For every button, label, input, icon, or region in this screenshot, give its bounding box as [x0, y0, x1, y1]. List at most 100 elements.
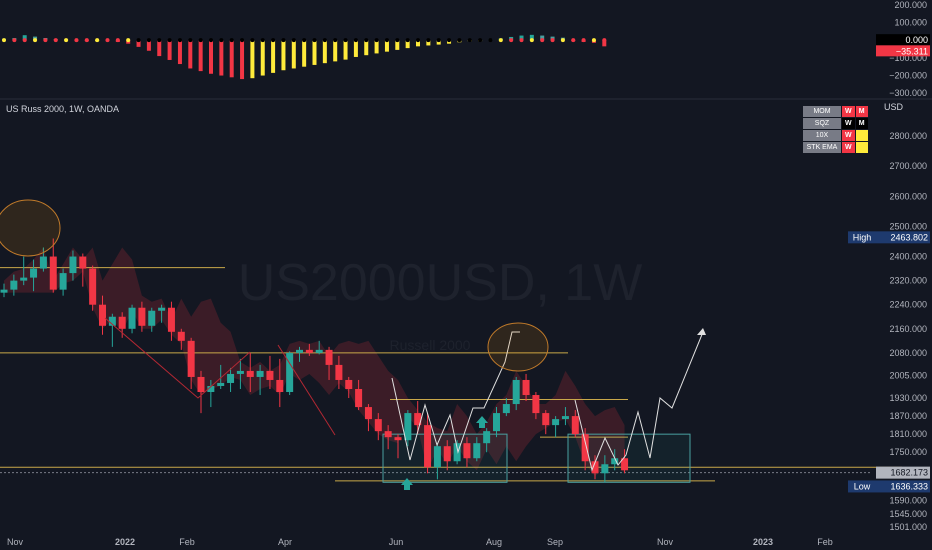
momentum-bar — [260, 40, 265, 76]
candle-body — [266, 370, 274, 380]
watermark-symbol: US2000USD, 1W — [238, 254, 643, 312]
momentum-bar — [426, 40, 431, 46]
candle-body — [10, 280, 18, 290]
squeeze-dot — [126, 38, 131, 43]
low-value-bg — [876, 480, 930, 493]
momentum-bar — [302, 40, 307, 67]
candle-body — [581, 434, 589, 462]
indicator-y-tick: −100.000 — [889, 53, 927, 63]
high-value: 2463.802 — [890, 232, 928, 242]
signal-row: MOM W M — [802, 105, 869, 118]
momentum-bar — [281, 40, 286, 71]
signal-cell: W — [841, 117, 856, 130]
x-tick-label: Feb — [179, 537, 195, 547]
momentum-bar — [436, 40, 441, 45]
squeeze-dot — [74, 38, 79, 43]
momentum-bar — [209, 40, 213, 74]
candle-body — [542, 413, 550, 426]
squeeze-dot — [343, 38, 348, 43]
currency-label: USD — [884, 102, 904, 112]
signal-name: 10X — [802, 129, 842, 142]
squeeze-dot — [457, 38, 462, 43]
candle-body — [414, 413, 422, 426]
candle-body — [30, 268, 38, 278]
candle-body — [473, 443, 481, 459]
signal-cell: M — [854, 117, 869, 130]
momentum-bar — [395, 40, 400, 50]
candle-body — [177, 331, 185, 341]
squeeze-dot — [364, 38, 369, 43]
squeeze-dot — [519, 38, 524, 43]
up-arrow-marker — [401, 478, 413, 490]
squeeze-dot — [353, 38, 358, 43]
candle-body — [286, 352, 294, 393]
x-tick-label: Apr — [278, 537, 292, 547]
squeeze-dot — [302, 38, 307, 43]
candle-body — [512, 379, 520, 405]
signal-row: SQZ W M — [802, 117, 869, 130]
candle-body — [522, 379, 530, 396]
candle-body — [49, 256, 57, 290]
x-tick-label: 2023 — [753, 537, 773, 547]
momentum-bar — [405, 40, 410, 49]
candle-body — [335, 364, 343, 380]
squeeze-dot — [281, 38, 286, 43]
squeeze-dot — [167, 38, 172, 43]
highlight-circle — [487, 322, 549, 372]
momentum-bar — [229, 40, 234, 78]
annotation-path — [277, 344, 336, 436]
up-arrow-marker — [476, 416, 488, 428]
projection-path — [574, 331, 704, 472]
momentum-bar — [198, 40, 203, 72]
squeeze-dot — [322, 38, 327, 43]
momentum-bar — [602, 40, 607, 47]
candle-body — [601, 464, 609, 474]
squeeze-dot — [333, 38, 338, 43]
squeeze-dot — [177, 38, 182, 43]
momentum-bar — [364, 40, 369, 56]
signal-name: SQZ — [802, 117, 842, 130]
x-tick-label: Feb — [817, 537, 833, 547]
y-tick-label: 1501.000 — [889, 522, 927, 532]
candle-body — [591, 461, 599, 474]
candle-body — [483, 431, 491, 444]
candle-body — [621, 458, 629, 471]
last-price-value: 1682.173 — [890, 468, 928, 478]
squeeze-dot — [115, 38, 120, 43]
candle-body — [561, 416, 569, 420]
x-tick-label: Sep — [547, 537, 563, 547]
squeeze-dot — [509, 38, 514, 43]
indicator-y-tick: 200.000 — [894, 0, 927, 10]
candle-body — [69, 256, 77, 274]
squeeze-dot — [95, 38, 100, 43]
y-tick-label: 2240.000 — [889, 300, 927, 310]
squeeze-dot — [22, 38, 27, 43]
squeeze-dot — [229, 38, 234, 43]
candle-body — [384, 431, 392, 438]
x-tick-label: Nov — [657, 537, 674, 547]
candle-body — [217, 382, 225, 386]
candle-body — [197, 376, 205, 393]
squeeze-dot — [571, 38, 576, 43]
squeeze-dot — [43, 38, 48, 43]
candle-body — [502, 404, 510, 414]
signal-name: MOM — [802, 105, 842, 118]
x-tick-label: Aug — [486, 537, 502, 547]
y-tick-label: 1545.000 — [889, 509, 927, 519]
momentum-bar — [167, 40, 172, 60]
momentum-bar — [374, 40, 379, 54]
candle-body — [167, 307, 175, 332]
indicator-y-tick: 100.000 — [894, 17, 927, 27]
y-tick-label: 2800.000 — [889, 131, 927, 141]
zero-tag-bg — [876, 34, 930, 46]
indicator-zero-label: 0.000 — [905, 35, 928, 45]
candle-body — [374, 419, 382, 432]
y-tick-label: 1870.000 — [889, 411, 927, 421]
candle-body — [424, 425, 432, 468]
candle-body — [532, 395, 540, 414]
candle-body — [138, 307, 146, 326]
y-tick-label: 2700.000 — [889, 161, 927, 171]
signal-cell: W — [841, 129, 856, 142]
